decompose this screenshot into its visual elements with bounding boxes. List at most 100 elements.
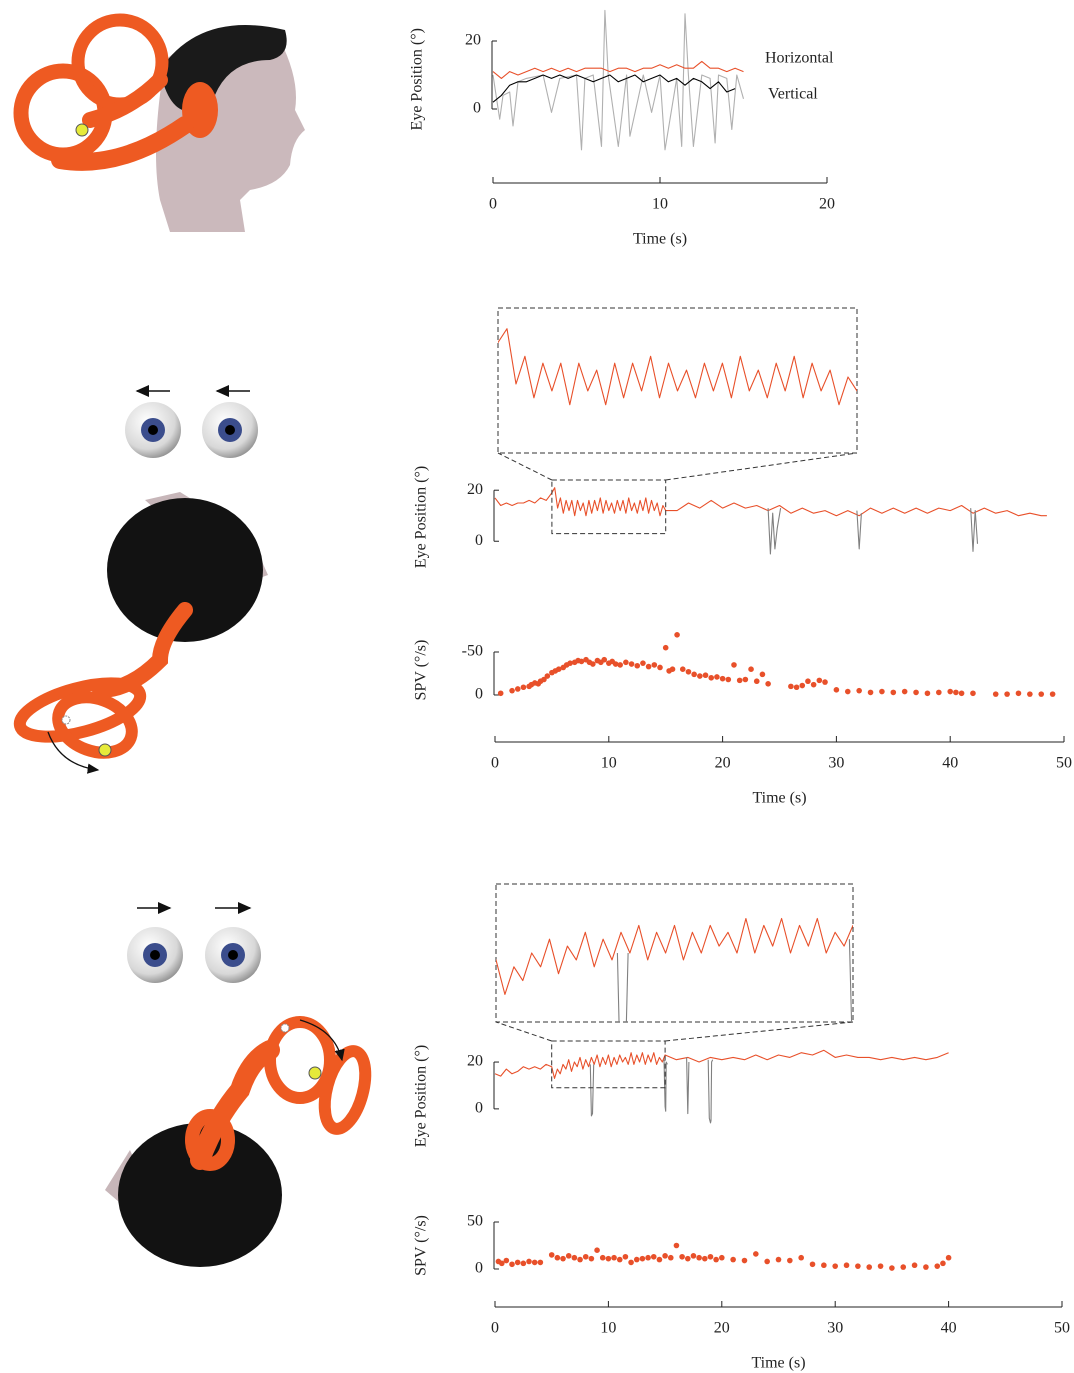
x-tick-label: 10: [600, 1320, 616, 1337]
point: [548, 1252, 555, 1258]
point: [970, 690, 976, 697]
point: [650, 1253, 657, 1260]
point: [673, 1242, 680, 1249]
x-tick-label: 40: [942, 755, 958, 772]
legend-label: Horizontal: [765, 50, 834, 67]
point: [924, 690, 931, 697]
panel: 0 20 Eye Position (°) 0 10 20 Time (s) Vertical…: [409, 9, 835, 248]
point: [953, 689, 959, 696]
point: [889, 1265, 895, 1271]
line: [767, 508, 979, 555]
point: [788, 683, 794, 690]
point: [554, 1254, 561, 1261]
panel: -50 0 SPV (°/s) 0 10 20 30 40 50 Time (s): [413, 632, 1072, 807]
point: [708, 674, 715, 681]
x-tick-label: 30: [827, 1320, 843, 1337]
point: [611, 1254, 617, 1261]
point: [544, 673, 551, 679]
point: [645, 663, 652, 670]
point: [601, 656, 608, 663]
point: [509, 1261, 515, 1268]
inset-frame: [497, 307, 858, 454]
x-tick-label: 0: [491, 1320, 499, 1337]
x-tick-label: 0: [491, 755, 499, 772]
point: [799, 682, 806, 689]
point: [713, 1256, 719, 1263]
point: [736, 677, 743, 684]
y-tick-label: 50: [467, 1213, 483, 1230]
inset-frame: [495, 883, 854, 1023]
point: [690, 1253, 697, 1259]
point: [696, 1254, 702, 1261]
inset-line: [496, 917, 853, 995]
point: [651, 662, 658, 668]
point: [900, 1264, 907, 1270]
point: [634, 662, 641, 669]
point: [855, 1263, 861, 1269]
y-tick-label: 0: [473, 100, 481, 117]
point: [567, 660, 573, 666]
zoom-connector: [497, 452, 553, 481]
point: [612, 661, 619, 667]
point: [775, 1256, 782, 1263]
point: [509, 687, 515, 694]
point: [765, 681, 771, 687]
x-axis-label: Time (s): [751, 1355, 805, 1372]
point: [526, 1258, 532, 1265]
x-tick-label: 50: [1056, 755, 1072, 772]
point: [503, 1257, 510, 1264]
point: [843, 1262, 850, 1269]
inset: [498, 328, 857, 406]
point: [947, 688, 953, 695]
zoom-region: [551, 479, 667, 535]
y-tick-label: 0: [475, 532, 483, 549]
x-axis-label: Time (s): [633, 231, 687, 248]
inset-line: [498, 328, 857, 406]
point: [616, 1256, 623, 1263]
line: [492, 60, 744, 79]
zoom-connector: [665, 1021, 854, 1042]
point: [832, 1263, 838, 1269]
point: [958, 690, 965, 697]
point: [913, 689, 919, 696]
point: [764, 1258, 770, 1265]
inset-line: [616, 939, 853, 1022]
point: [798, 1254, 804, 1261]
point: [628, 1259, 634, 1266]
point: [725, 676, 732, 683]
point: [707, 1253, 714, 1260]
x-tick-label: 20: [819, 196, 835, 213]
point: [645, 1254, 651, 1261]
point: [810, 681, 817, 688]
y-tick-label: 20: [467, 481, 483, 498]
point: [719, 675, 726, 682]
point: [731, 662, 737, 668]
x-tick-label: 50: [1054, 1320, 1070, 1337]
panel: 0 20 Eye Position (°): [413, 883, 949, 1147]
point: [588, 1255, 595, 1262]
point: [1038, 691, 1045, 697]
y-tick-label: 20: [465, 32, 481, 49]
y-tick-label: 0: [475, 686, 483, 703]
legend-label: Vertical: [768, 86, 818, 103]
point: [520, 684, 527, 691]
point: [623, 659, 629, 666]
point: [742, 676, 749, 683]
y-axis-label: Eye Position (°): [409, 28, 426, 130]
x-tick-label: 20: [714, 1320, 730, 1337]
zoom-connector: [495, 1021, 552, 1042]
point: [844, 688, 851, 695]
y-axis-label: SPV (°/s): [413, 640, 430, 701]
y-tick-label: 0: [475, 1260, 483, 1277]
point: [867, 689, 874, 696]
point: [669, 666, 676, 672]
panel: 0 20 Eye Position (°): [413, 307, 1047, 568]
head-bottom-view-illustration: [105, 1016, 372, 1267]
point: [805, 678, 811, 685]
point: [714, 674, 720, 680]
point: [577, 1256, 583, 1263]
x-tick-label: 40: [941, 1320, 957, 1337]
point: [856, 687, 862, 694]
head-top-view-illustration: [13, 492, 268, 774]
y-tick-label: 20: [467, 1053, 483, 1070]
